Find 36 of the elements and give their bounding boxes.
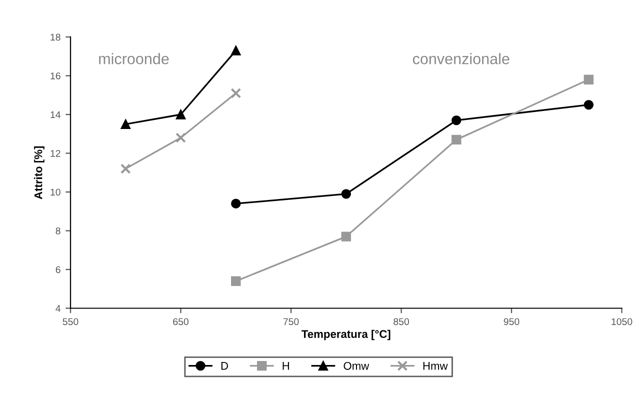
point [231, 46, 241, 56]
y-tick-label: 16 [50, 72, 60, 80]
y-tick-label: 18 [50, 34, 60, 41]
annotation: microonde [99, 53, 169, 64]
y-tick-label: 10 [50, 188, 60, 196]
legend-label: Omw [344, 362, 370, 370]
legend-label: Hmw [423, 362, 448, 370]
point [231, 198, 241, 208]
point [584, 74, 594, 84]
y-tick-label: 8 [56, 227, 60, 234]
y-tick-label: 4 [56, 305, 61, 312]
y-tick-label: 14 [50, 111, 61, 118]
legend-label: H [282, 362, 289, 370]
x-tick-label: 950 [504, 318, 520, 326]
point [230, 88, 242, 98]
annotation: convenzionale [412, 53, 510, 64]
point [452, 134, 462, 145]
x-tick-label: 650 [173, 318, 188, 326]
point [176, 132, 186, 143]
point [584, 100, 594, 110]
point [176, 110, 186, 120]
x-tick-label: 1050 [612, 318, 632, 326]
x-tick-label: 550 [62, 318, 78, 326]
point [231, 276, 241, 286]
x-axis-title: Temperatura [°C] [302, 330, 390, 340]
point [452, 115, 462, 126]
x-tick-label: 750 [283, 318, 299, 326]
point [341, 232, 351, 242]
point [120, 119, 130, 130]
y-tick-label: 6 [56, 266, 60, 274]
y-axis-title: Attrito [%] [34, 146, 44, 200]
y-tick-label: 12 [50, 150, 60, 157]
point [341, 189, 351, 199]
x-tick-label: 850 [394, 318, 409, 326]
legend-label: D [221, 362, 228, 370]
point [120, 164, 131, 174]
